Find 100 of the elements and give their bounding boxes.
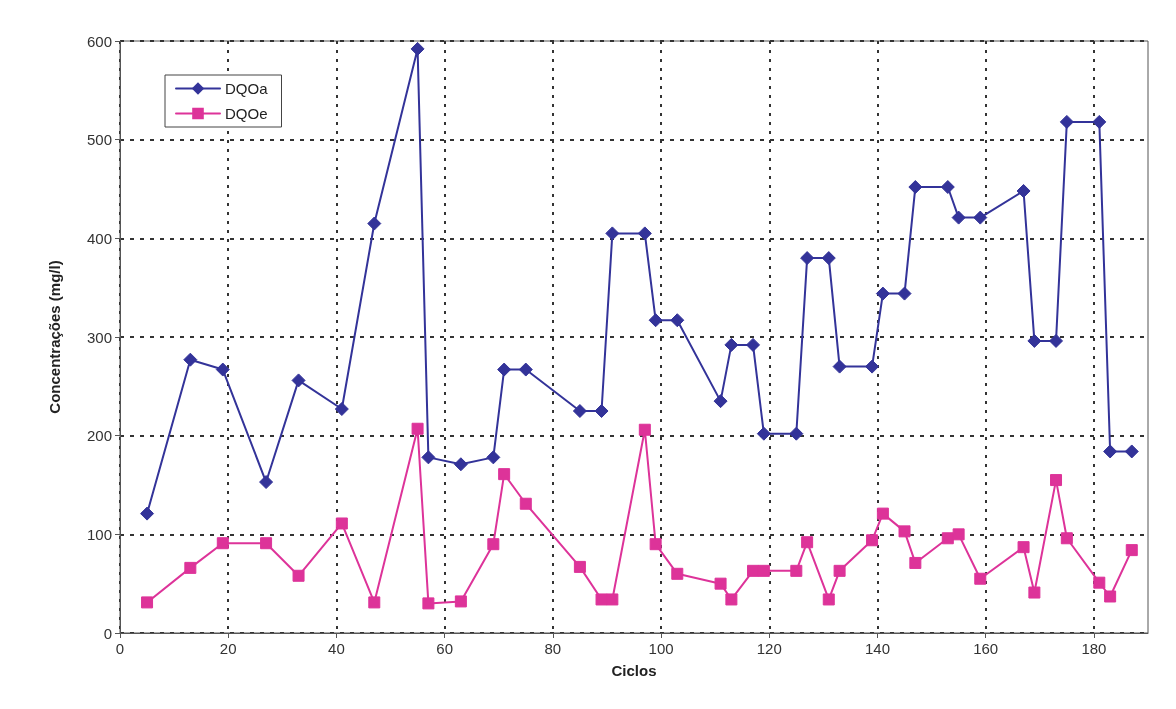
point (1092, 114, 1107, 129)
point (747, 564, 760, 577)
point (606, 593, 619, 606)
y-tick-label: 0 (103, 624, 112, 642)
y-tick-label: 400 (86, 229, 112, 247)
point (1059, 114, 1074, 129)
point (789, 426, 804, 441)
point (1125, 544, 1138, 557)
point (941, 532, 954, 545)
point (1103, 444, 1118, 459)
point (790, 564, 803, 577)
point (292, 569, 305, 582)
y-tick-label: 300 (86, 328, 112, 346)
point (422, 597, 435, 610)
point (1093, 576, 1106, 589)
point (1104, 590, 1117, 603)
y-axis-title: Concentrações (mg/l) (46, 260, 63, 414)
point (670, 313, 685, 328)
point (649, 538, 662, 551)
x-axis-title: Ciclos (611, 662, 657, 679)
point (498, 468, 511, 481)
point (519, 497, 532, 510)
x-tick-label: 180 (1081, 640, 1107, 657)
point (497, 362, 512, 377)
point (184, 561, 197, 574)
point (757, 564, 770, 577)
legend-label: DQOe (225, 105, 268, 122)
point (594, 404, 609, 418)
point (951, 210, 966, 225)
point (573, 560, 586, 573)
point (595, 593, 608, 606)
point (518, 362, 533, 377)
point (833, 564, 846, 577)
point (822, 593, 835, 606)
y-tick-label: 600 (86, 32, 112, 50)
point (638, 423, 651, 436)
point (368, 596, 381, 609)
point (801, 536, 814, 549)
x-tick-label: 100 (648, 640, 674, 657)
point (259, 475, 274, 490)
x-tick-label: 60 (436, 640, 453, 657)
y-tick-label: 500 (86, 131, 112, 149)
point (605, 226, 620, 241)
point (421, 450, 436, 465)
point (866, 534, 879, 547)
point (973, 210, 988, 225)
y-tick-label: 200 (86, 427, 112, 445)
point (1016, 183, 1031, 198)
point (1060, 532, 1073, 545)
point (215, 362, 230, 377)
point (216, 537, 229, 550)
point (140, 506, 155, 521)
point (637, 226, 652, 241)
point (821, 251, 836, 266)
x-tick-label: 20 (219, 640, 237, 657)
point (800, 251, 815, 266)
point (335, 517, 348, 530)
point (714, 577, 727, 590)
point (725, 593, 738, 606)
x-tick-label: 0 (115, 640, 125, 657)
point (1050, 474, 1063, 487)
x-tick-label: 40 (328, 640, 345, 657)
point (572, 404, 587, 418)
point (410, 41, 425, 56)
point (260, 537, 273, 550)
point (974, 572, 987, 585)
point (724, 337, 739, 352)
point (908, 180, 923, 195)
point (453, 457, 468, 472)
point (875, 286, 890, 301)
point (454, 595, 467, 608)
point (334, 402, 349, 417)
x-tick-label: 80 (544, 640, 562, 657)
x-tick-label: 140 (864, 640, 890, 657)
point (898, 525, 911, 538)
y-tick-label: 100 (86, 525, 112, 543)
point (367, 216, 382, 231)
point (756, 426, 771, 441)
point (1049, 333, 1064, 348)
point (832, 359, 847, 374)
point (486, 450, 501, 465)
point (897, 286, 912, 301)
point (1017, 541, 1030, 554)
point (1124, 444, 1139, 459)
point (865, 359, 880, 374)
point (1028, 586, 1041, 599)
point (487, 538, 500, 551)
legend-label: DQOa (225, 80, 269, 97)
x-tick-label: 160 (973, 640, 999, 657)
point (648, 313, 663, 328)
point (713, 394, 728, 409)
point (183, 352, 198, 367)
point (909, 556, 922, 569)
point (746, 337, 761, 352)
x-tick-label: 120 (756, 640, 782, 657)
point (952, 528, 965, 541)
point (876, 507, 889, 520)
point (1027, 333, 1042, 348)
point (141, 596, 154, 609)
point (671, 567, 684, 580)
